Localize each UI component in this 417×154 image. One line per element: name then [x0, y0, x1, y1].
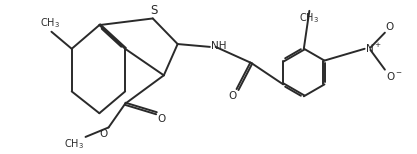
- Text: S: S: [150, 4, 157, 16]
- Text: O: O: [158, 114, 166, 124]
- Text: N$^+$: N$^+$: [365, 42, 382, 55]
- Text: O$^-$: O$^-$: [386, 70, 403, 82]
- Text: O: O: [100, 129, 108, 139]
- Text: NH: NH: [211, 41, 226, 51]
- Text: O: O: [386, 22, 394, 32]
- Text: CH$_3$: CH$_3$: [64, 138, 84, 152]
- Text: CH$_3$: CH$_3$: [40, 16, 60, 30]
- Text: O: O: [228, 91, 236, 101]
- Text: CH$_3$: CH$_3$: [299, 12, 319, 25]
